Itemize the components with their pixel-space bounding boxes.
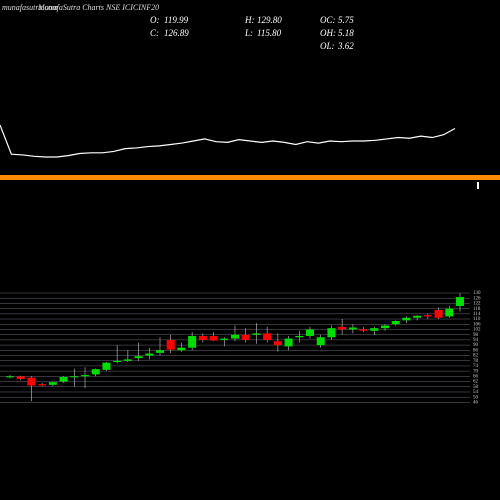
stat-label: H:: [244, 15, 255, 25]
stat-value: 126.89: [164, 28, 189, 38]
candle-body: [209, 335, 218, 341]
y-tick-label: 118: [473, 307, 481, 312]
candle-body: [102, 362, 111, 370]
y-tick-label: 98: [473, 333, 479, 338]
candle-body: [252, 333, 261, 335]
candle-body: [359, 329, 368, 331]
candle-body: [402, 317, 411, 321]
y-tick-label: 130: [473, 291, 481, 296]
candle-body: [27, 377, 36, 386]
candle-body: [263, 333, 272, 340]
candle-body: [348, 327, 357, 330]
y-tick-label: 90: [473, 343, 479, 348]
candle-body: [445, 308, 454, 317]
y-tick-label: 66: [473, 374, 479, 379]
y-tick-label: 126: [473, 296, 481, 301]
candle-body: [16, 376, 25, 379]
y-tick-label: 62: [473, 380, 479, 385]
stat-value: 119.99: [164, 15, 189, 25]
candle-body: [80, 375, 90, 377]
stat-value: 115.80: [257, 28, 282, 38]
candle-body: [316, 337, 325, 346]
y-tick-label: 46: [473, 401, 479, 406]
candle-body: [338, 326, 347, 330]
stat-label: L:: [244, 28, 253, 38]
candle-body: [145, 353, 154, 356]
candle-body: [230, 334, 240, 339]
watermark: munafasutra.com: [2, 3, 58, 12]
stat-label: C:: [150, 28, 159, 38]
chart-title: MunafaSutra Charts NSE ICICINF20: [37, 3, 159, 12]
stat-label: OL:: [320, 41, 335, 51]
candle-body: [70, 376, 79, 378]
y-tick-label: 122: [473, 302, 481, 307]
candle-body: [380, 325, 390, 329]
y-tick-label: 82: [473, 354, 479, 359]
y-tick-label: 54: [473, 390, 479, 395]
stat-value: 5.75: [338, 15, 354, 25]
stat-value: 129.80: [257, 15, 282, 25]
candle-body: [113, 360, 122, 363]
y-tick-label: 114: [473, 312, 481, 317]
candle-body: [305, 329, 315, 336]
y-tick-label: 58: [473, 385, 479, 390]
y-tick-label: 78: [473, 359, 479, 364]
stat-value: 5.18: [338, 28, 354, 38]
candle-body: [38, 384, 47, 386]
candle-body: [327, 328, 336, 338]
candle-body: [5, 376, 15, 378]
candle-body: [284, 338, 293, 347]
candle-body: [423, 315, 432, 317]
candle-body: [134, 356, 143, 359]
line-series: [0, 124, 456, 158]
stat-value: 3.62: [337, 41, 354, 51]
y-tick-label: 102: [473, 328, 481, 333]
candle-body: [155, 350, 165, 353]
y-tick-label: 50: [473, 395, 479, 400]
candle-body: [241, 334, 250, 340]
y-tick-label: 74: [473, 364, 479, 369]
y-tick-label: 70: [473, 369, 479, 374]
y-tick-label: 106: [473, 322, 481, 327]
stat-label: O:: [150, 15, 160, 25]
candle-body: [220, 338, 229, 340]
candle-body: [434, 309, 443, 318]
marker: [477, 182, 479, 189]
stat-label: OC:: [320, 15, 336, 25]
candle-body: [166, 339, 175, 350]
separator-band: [0, 175, 500, 180]
candle-body: [91, 369, 100, 375]
candle-body: [177, 347, 186, 351]
y-tick-label: 110: [473, 317, 481, 322]
candle-body: [455, 297, 465, 307]
candle-body: [123, 359, 132, 361]
candle-body: [198, 335, 207, 340]
y-tick-label: 94: [473, 338, 479, 343]
candle-body: [48, 382, 57, 385]
candle-body: [273, 341, 282, 346]
candle-body: [188, 335, 197, 348]
candle-body: [295, 335, 304, 338]
y-tick-label: 86: [473, 348, 479, 353]
candle-body: [391, 321, 400, 325]
candle-body: [413, 315, 422, 318]
stat-label: OH:: [320, 28, 336, 38]
candle-body: [59, 377, 68, 382]
candle-body: [370, 328, 379, 331]
